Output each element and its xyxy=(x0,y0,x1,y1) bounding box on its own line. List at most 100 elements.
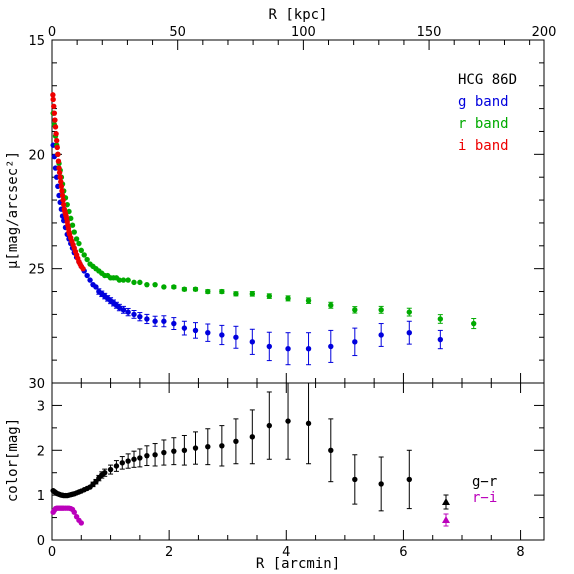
g-r-point xyxy=(152,452,158,458)
r-band-point xyxy=(120,277,127,283)
i-band-point xyxy=(52,117,58,123)
g-r-point xyxy=(266,422,272,429)
legend-g-r-marker xyxy=(442,498,450,505)
g-r-point xyxy=(378,481,384,487)
r-band-point xyxy=(285,295,291,302)
i-band-point xyxy=(56,169,63,176)
i-band-point xyxy=(57,174,63,180)
r-band-point xyxy=(406,309,412,315)
g-r-point xyxy=(119,460,125,466)
i-band-point xyxy=(54,144,60,151)
r-band-point xyxy=(192,286,199,292)
y-tick-label: 20 xyxy=(28,148,45,163)
g-r-point xyxy=(161,449,167,456)
g-band-point xyxy=(305,346,312,352)
legend-r-i-marker xyxy=(442,516,450,523)
g-r-point xyxy=(107,466,114,473)
g-r-point xyxy=(249,434,256,440)
i-band-point xyxy=(58,179,64,185)
r-band-point xyxy=(171,284,177,290)
g-band-point xyxy=(219,332,225,338)
legend-i-band: i band xyxy=(458,138,509,154)
y-tick-label: 30 xyxy=(28,377,45,392)
g-r-point xyxy=(219,443,225,449)
g-r-point xyxy=(144,452,150,459)
r-band-point xyxy=(249,291,256,297)
bottom-y-axis-label: color[mag] xyxy=(5,418,21,502)
color-tick-label: 1 xyxy=(37,489,45,504)
g-r-point xyxy=(233,438,239,445)
legend-r-band: r band xyxy=(458,116,509,132)
data-marks xyxy=(50,92,477,527)
x-axis-label: R [arcmin] xyxy=(256,556,340,572)
i-band-point xyxy=(53,137,60,144)
r-band-point xyxy=(181,286,188,292)
g-r-point xyxy=(181,447,188,453)
r-i-point xyxy=(78,520,84,526)
g-r-point xyxy=(137,455,143,461)
r-band-point xyxy=(137,279,143,286)
r-band-point xyxy=(84,256,90,263)
r-band-point xyxy=(81,252,87,258)
g-band-point xyxy=(131,311,137,318)
color-tick-label: 2 xyxy=(37,444,45,459)
r-band-point xyxy=(378,307,384,313)
g-r-point xyxy=(171,448,177,454)
r-i-point xyxy=(71,509,77,515)
g-r-point xyxy=(285,418,291,424)
kpc-tick-label: 50 xyxy=(169,25,186,40)
g-r-point xyxy=(305,420,312,427)
kpc-tick-label: 200 xyxy=(532,25,557,40)
g-band-point xyxy=(328,343,334,350)
axis-ticks xyxy=(51,39,544,541)
g-band-point xyxy=(406,329,412,336)
r-band-point xyxy=(205,288,211,295)
i-band-point xyxy=(52,124,59,130)
g-band-point xyxy=(205,329,211,336)
r-band-point xyxy=(131,279,137,286)
g-band-point xyxy=(144,316,150,322)
legend-title: HCG 86D xyxy=(458,72,517,88)
g-r-point xyxy=(125,458,131,464)
top-y-axis-label: μ[mag/arcsec²] xyxy=(5,151,21,269)
g-band-point xyxy=(352,339,358,345)
i-band-point xyxy=(53,131,59,137)
r-band-point xyxy=(71,229,77,235)
tick-labels: 0 2 4 6 8 0 50 100 150 200 15 20 25 30 0 1 2 3 xyxy=(28,25,556,560)
r-band-point xyxy=(328,302,334,308)
g-band-point xyxy=(233,334,239,340)
r-band-point xyxy=(73,236,80,242)
i-band-point xyxy=(55,158,62,164)
g-band-series xyxy=(50,142,444,366)
g-band-point xyxy=(171,320,177,327)
i-band-point xyxy=(59,192,66,199)
g-band-point xyxy=(137,313,143,320)
i-band-point xyxy=(80,265,86,272)
g-r-series xyxy=(50,382,412,512)
kpc-tick-label: 100 xyxy=(291,25,316,40)
g-r-point xyxy=(102,470,108,476)
r-band-point xyxy=(161,284,167,290)
g-r-point xyxy=(131,456,137,462)
g-band-point xyxy=(266,343,272,350)
r-band-point xyxy=(69,222,76,228)
r-band-point xyxy=(76,240,82,247)
x-tick-label: 6 xyxy=(399,545,407,560)
r-band-series xyxy=(50,110,477,330)
g-band-point xyxy=(192,327,199,334)
r-band-point xyxy=(305,297,312,304)
top-axis-label: R [kpc] xyxy=(268,7,327,23)
x-tick-label: 8 xyxy=(516,545,524,560)
i-band-point xyxy=(60,197,66,203)
r-band-point xyxy=(266,293,272,299)
bottom-panel-frame xyxy=(51,382,545,541)
g-band-point xyxy=(181,325,188,331)
r-band-point xyxy=(125,277,131,283)
g-band-point xyxy=(87,277,93,283)
y-tick-label: 25 xyxy=(28,263,45,278)
kpc-tick-label: 0 xyxy=(48,25,56,40)
i-band-series xyxy=(50,92,86,272)
x-tick-label: 0 xyxy=(48,545,56,560)
r-band-point xyxy=(437,316,444,322)
